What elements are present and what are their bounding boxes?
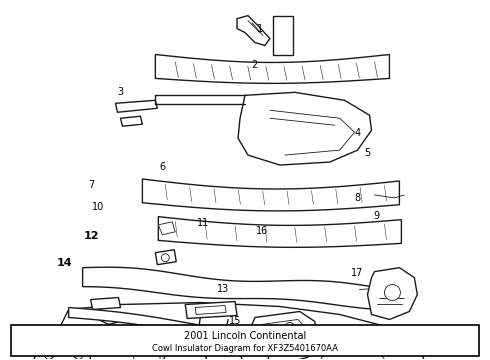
Text: 12: 12: [83, 231, 99, 240]
Text: 16: 16: [256, 226, 268, 236]
Text: 2: 2: [252, 60, 258, 70]
Polygon shape: [248, 311, 318, 360]
Circle shape: [45, 351, 53, 359]
Text: 4: 4: [354, 129, 360, 138]
Polygon shape: [143, 179, 399, 211]
Polygon shape: [83, 267, 377, 310]
Circle shape: [46, 353, 82, 360]
Text: 1: 1: [257, 24, 263, 35]
Polygon shape: [121, 116, 143, 126]
Text: 2001 Lincoln Continental: 2001 Lincoln Continental: [184, 331, 306, 341]
Circle shape: [264, 333, 276, 345]
Polygon shape: [238, 92, 371, 165]
Text: 8: 8: [354, 193, 360, 203]
Polygon shape: [69, 307, 312, 349]
Circle shape: [74, 351, 83, 359]
Polygon shape: [116, 100, 157, 112]
Circle shape: [241, 340, 269, 360]
Text: 9: 9: [374, 211, 380, 221]
Polygon shape: [195, 306, 226, 315]
Text: 10: 10: [93, 202, 105, 212]
Polygon shape: [54, 302, 424, 360]
Circle shape: [385, 285, 400, 301]
Polygon shape: [31, 345, 93, 360]
Text: 7: 7: [88, 180, 95, 190]
Circle shape: [285, 323, 295, 332]
Polygon shape: [155, 54, 390, 84]
Text: 6: 6: [159, 162, 165, 172]
Polygon shape: [158, 222, 175, 235]
FancyBboxPatch shape: [11, 325, 479, 356]
Text: 3: 3: [118, 87, 123, 97]
Polygon shape: [273, 15, 293, 55]
Text: 15: 15: [229, 316, 242, 325]
Text: 14: 14: [56, 258, 72, 268]
Polygon shape: [318, 339, 385, 360]
Polygon shape: [91, 298, 121, 310]
Text: 17: 17: [351, 267, 364, 278]
Text: Cowl Insulator Diagram for XF3Z5401670AA: Cowl Insulator Diagram for XF3Z5401670AA: [152, 344, 338, 353]
Polygon shape: [185, 302, 237, 319]
Text: 13: 13: [217, 284, 229, 294]
Text: 11: 11: [197, 218, 210, 228]
Circle shape: [161, 254, 169, 262]
Polygon shape: [132, 349, 160, 360]
Polygon shape: [237, 15, 270, 45]
Polygon shape: [368, 268, 417, 319]
Text: 5: 5: [364, 148, 370, 158]
Polygon shape: [256, 319, 308, 351]
Polygon shape: [155, 250, 176, 265]
Polygon shape: [130, 332, 162, 347]
Circle shape: [163, 342, 207, 360]
Polygon shape: [158, 217, 401, 247]
